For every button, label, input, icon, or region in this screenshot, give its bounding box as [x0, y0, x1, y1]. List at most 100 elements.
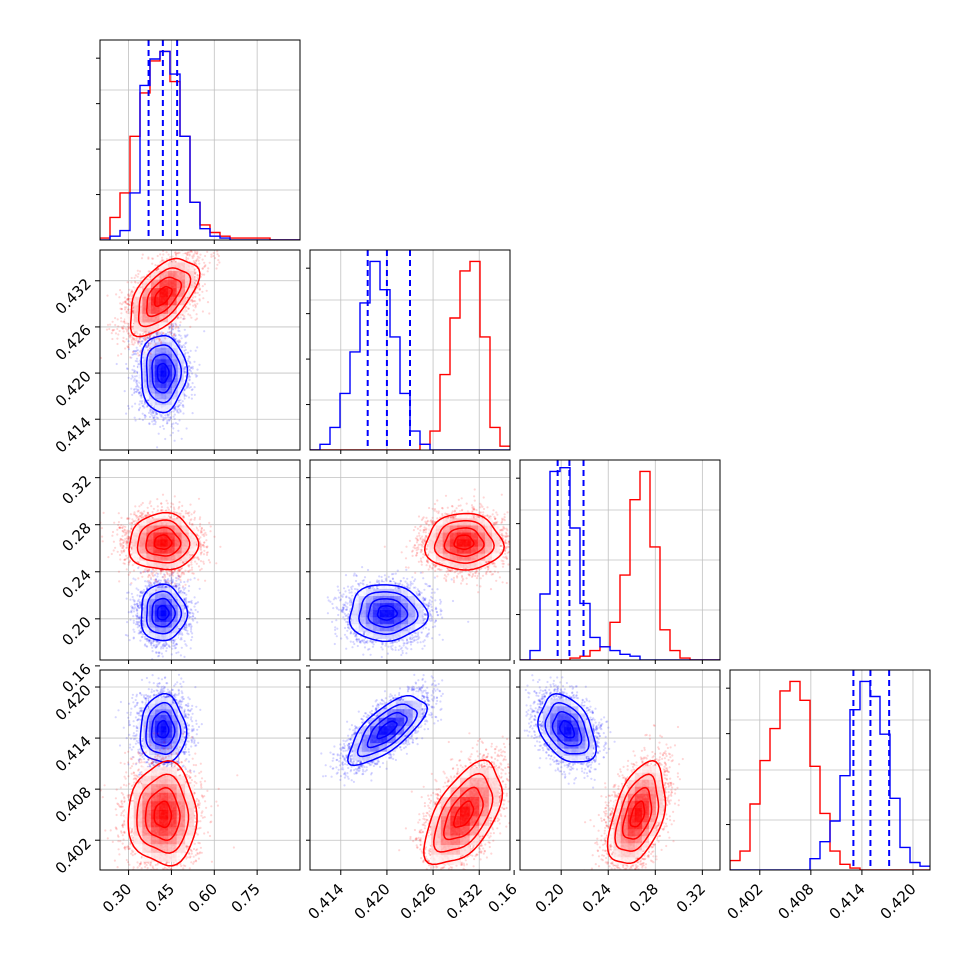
scatter-point	[188, 365, 191, 368]
scatter-point	[135, 375, 138, 378]
scatter-point	[179, 402, 182, 405]
scatter-point	[198, 262, 201, 265]
scatter-point	[127, 404, 130, 408]
scatter-point	[186, 386, 189, 389]
scatter-point	[184, 366, 187, 369]
scatter-point	[176, 411, 179, 414]
scatter-point	[190, 388, 193, 392]
scatter-point	[186, 351, 190, 354]
scatter-point	[183, 334, 187, 337]
scatter-point	[172, 422, 175, 425]
scatter-point	[155, 331, 159, 334]
scatter-point	[199, 253, 202, 256]
scatter-point	[176, 409, 179, 412]
scatter-point	[152, 410, 155, 413]
scatter-point	[162, 418, 165, 421]
scatter-point	[127, 348, 131, 351]
scatter-point	[135, 337, 138, 340]
scatter-point	[179, 334, 182, 337]
scatter-point	[147, 342, 150, 345]
scatter-point	[165, 257, 168, 261]
scatter-point	[147, 411, 151, 414]
scatter-point	[153, 340, 156, 343]
scatter-point	[160, 415, 163, 418]
scatter-point	[177, 400, 180, 404]
scatter-point	[187, 396, 191, 399]
scatter-point	[131, 405, 134, 408]
scatter-point	[174, 247, 176, 249]
scatter-point	[164, 414, 167, 417]
scatter-point	[134, 402, 137, 405]
scatter-point	[173, 332, 176, 335]
scatter-point	[131, 376, 134, 379]
scatter-point	[175, 325, 178, 328]
scatter-point	[172, 410, 175, 413]
scatter-point	[132, 350, 135, 353]
scatter-point	[138, 338, 141, 341]
scatter-point	[139, 394, 142, 397]
density-cell	[160, 405, 167, 412]
scatter-point	[152, 411, 155, 414]
scatter-point	[156, 333, 159, 336]
scatter-point	[179, 409, 182, 412]
scatter-point	[175, 246, 177, 248]
scatter-point	[151, 414, 154, 417]
scatter-point	[184, 375, 187, 378]
scatter-point	[155, 333, 158, 336]
scatter-point	[191, 367, 194, 370]
scatter-point	[173, 413, 176, 416]
scatter-point	[178, 419, 181, 422]
density-cell	[160, 393, 167, 400]
scatter-point	[182, 404, 185, 407]
scatter-point	[133, 391, 136, 395]
scatter-point	[133, 390, 136, 393]
scatter-point	[154, 264, 157, 267]
scatter-point	[184, 387, 187, 390]
scatter-point	[135, 385, 138, 388]
scatter-point	[170, 423, 173, 426]
scatter-point	[168, 327, 171, 330]
scatter-point	[138, 362, 141, 365]
scatter-point	[134, 359, 137, 363]
scatter-point	[196, 250, 199, 253]
scatter-point	[184, 365, 187, 369]
scatter-point	[166, 420, 169, 423]
scatter-point	[151, 262, 154, 265]
scatter-point	[146, 405, 149, 408]
scatter-point	[186, 385, 189, 388]
scatter-point	[180, 346, 184, 349]
scatter-point	[134, 419, 137, 422]
scatter-point	[138, 391, 141, 394]
scatter-point	[157, 331, 160, 334]
scatter-point	[201, 310, 204, 313]
scatter-point	[137, 354, 140, 357]
scatter-point	[142, 332, 145, 335]
scatter-point	[160, 414, 163, 417]
scatter-point	[138, 354, 141, 357]
scatter-point	[140, 390, 143, 393]
scatter-point	[173, 407, 177, 410]
scatter-point	[193, 393, 196, 396]
scatter-point	[174, 421, 177, 425]
scatter-point	[144, 338, 147, 341]
scatter-point	[135, 339, 138, 342]
scatter-point	[155, 412, 158, 415]
scatter-point	[137, 386, 140, 389]
scatter-point	[174, 406, 177, 409]
scatter-point	[172, 325, 175, 328]
scatter-point	[165, 251, 168, 254]
scatter-point	[135, 387, 138, 391]
scatter-point	[133, 388, 136, 391]
scatter-point	[190, 366, 193, 369]
scatter-point	[139, 400, 142, 403]
scatter-point	[154, 422, 157, 426]
scatter-point	[141, 340, 144, 343]
scatter-point	[170, 425, 173, 428]
scatter-point	[125, 412, 128, 415]
scatter-point	[127, 340, 130, 343]
scatter-point	[182, 412, 185, 415]
scatter-point	[130, 281, 133, 284]
scatter-point	[153, 416, 156, 419]
scatter-point	[186, 333, 189, 336]
